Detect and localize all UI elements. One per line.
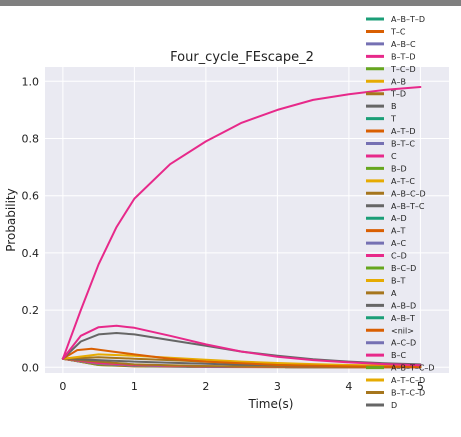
legend-label: T — [390, 115, 396, 124]
legend-label: A–B–T — [391, 314, 415, 323]
legend-label: A–T — [391, 227, 405, 236]
legend-label: D — [391, 401, 397, 410]
legend-label: A–T–C–D — [391, 376, 425, 385]
legend-label: B–D — [391, 164, 407, 173]
legend-label: A–T–C — [391, 177, 415, 186]
legend-label: A–B–T–C — [391, 202, 425, 211]
x-tick-label: 3 — [274, 380, 281, 393]
legend-label: A–B–C — [391, 40, 416, 49]
x-tick-label: 0 — [59, 380, 66, 393]
legend-label: <nil> — [391, 326, 414, 335]
legend-label: B–T–C — [391, 140, 415, 149]
legend-label: T–C–D — [390, 65, 416, 74]
legend-label: A–C — [391, 239, 406, 248]
legend-label: T–C — [390, 27, 406, 36]
legend-label: A–T–D — [391, 127, 416, 136]
legend-label: B–T–C–D — [391, 389, 425, 398]
legend-label: A–B — [391, 77, 406, 86]
legend-label: T–D — [390, 90, 406, 99]
legend-label: B–C — [391, 351, 406, 360]
legend-label: C — [391, 152, 397, 161]
x-tick-label: 2 — [202, 380, 209, 393]
legend-label: C–D — [391, 252, 407, 261]
legend-label: B–T–D — [391, 52, 416, 61]
y-tick-label: 0.0 — [22, 361, 40, 374]
chart-title: Four_cycle_FEscape_2 — [170, 50, 314, 65]
y-axis-label: Probability — [4, 188, 18, 251]
legend-label: A–B–T–C–D — [391, 364, 435, 373]
x-axis-label: Time(s) — [248, 397, 294, 411]
legend-label: A–D — [391, 214, 407, 223]
x-tick-label: 4 — [345, 380, 352, 393]
legend-label: A — [391, 289, 397, 298]
legend-label: A–B–C–D — [391, 189, 426, 198]
legend-label: A–C–D — [391, 339, 416, 348]
y-tick-label: 0.4 — [22, 247, 40, 260]
y-tick-labels: 0.0 0.2 0.4 0.6 0.8 1.0 — [22, 75, 40, 374]
y-tick-label: 0.2 — [22, 304, 40, 317]
y-tick-label: 0.6 — [22, 190, 40, 203]
legend-label: B — [391, 102, 397, 111]
legend-label: A–B–D — [391, 301, 416, 310]
x-tick-label: 1 — [131, 380, 138, 393]
y-tick-label: 0.8 — [22, 132, 40, 145]
legend-label: B–T — [391, 276, 405, 285]
legend-label: A–B–T–D — [391, 15, 425, 24]
legend-label: B–C–D — [391, 264, 416, 273]
y-tick-label: 1.0 — [22, 75, 40, 88]
